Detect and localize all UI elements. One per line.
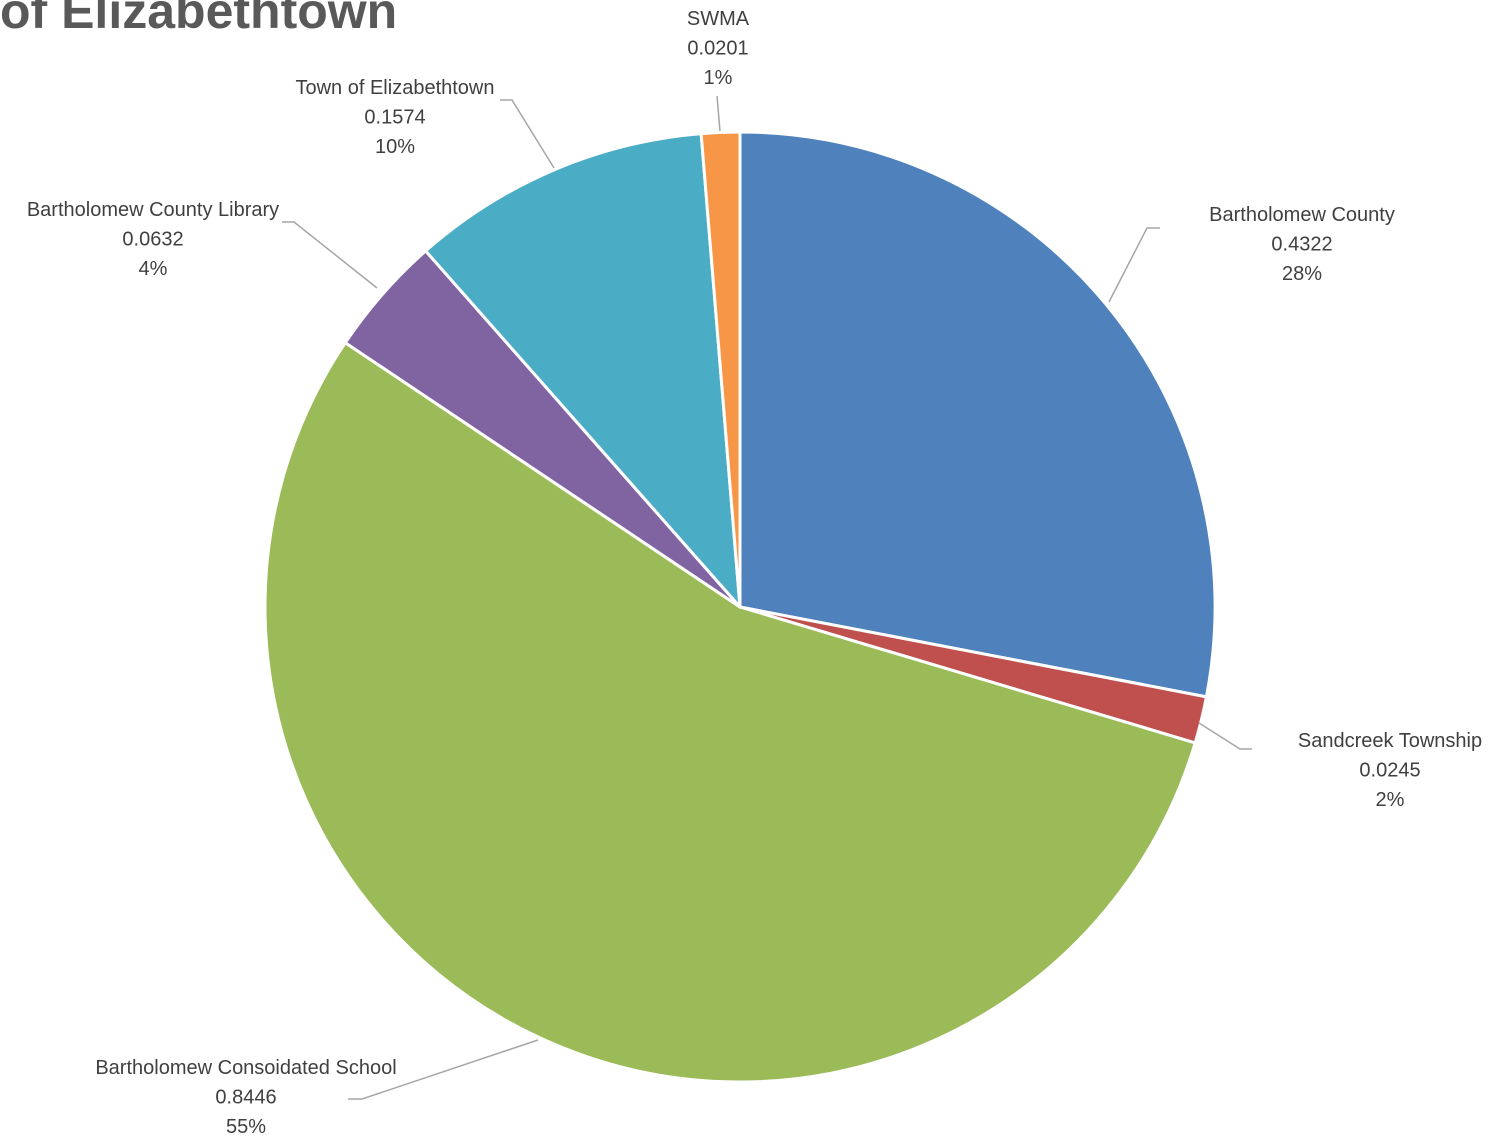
data-label-percent: 4% (139, 258, 168, 280)
leader-line (500, 99, 555, 169)
chart-title: of Elizabethtown (0, 0, 398, 39)
data-label-value: 0.8446 (215, 1087, 276, 1109)
data-label-percent: 1% (704, 67, 733, 89)
data-label-percent: 10% (375, 136, 415, 158)
pie-slice-bartholomew-consoidated-school (263, 341, 1197, 1084)
data-label-percent: 55% (226, 1116, 266, 1138)
pie-data-labels: Bartholomew County 0.4322 28% Sandcreek Tow… (27, 8, 1482, 1138)
leader-line (716, 95, 721, 132)
data-label-value: 0.0201 (687, 38, 748, 60)
data-label-name: Town of Elizabethtown (295, 77, 494, 99)
data-label-value: 0.4322 (1271, 234, 1332, 256)
data-label-value: 0.0245 (1359, 760, 1420, 782)
data-label-name: Sandcreek Township (1298, 730, 1482, 752)
leader-line (282, 221, 378, 289)
data-label-name: SWMA (687, 8, 750, 30)
data-label-name: Bartholomew County (1209, 204, 1395, 226)
data-label-percent: 2% (1376, 789, 1405, 811)
data-label-value: 0.0632 (122, 229, 183, 251)
pie-slice-swma (699, 130, 742, 609)
leader-line (1198, 722, 1252, 750)
data-label-percent: 28% (1282, 263, 1322, 285)
data-label-name: Bartholomew Consoidated School (95, 1057, 396, 1079)
pie-slices (263, 130, 1217, 1084)
pie-slice-town-of-elizabethtown (424, 132, 742, 609)
data-label-name: Bartholomew County Library (27, 199, 279, 221)
pie-slice-bartholomew-county (738, 130, 1217, 699)
leader-line (348, 1039, 539, 1100)
data-label-value: 0.1574 (364, 107, 425, 129)
leader-line (1108, 227, 1160, 303)
